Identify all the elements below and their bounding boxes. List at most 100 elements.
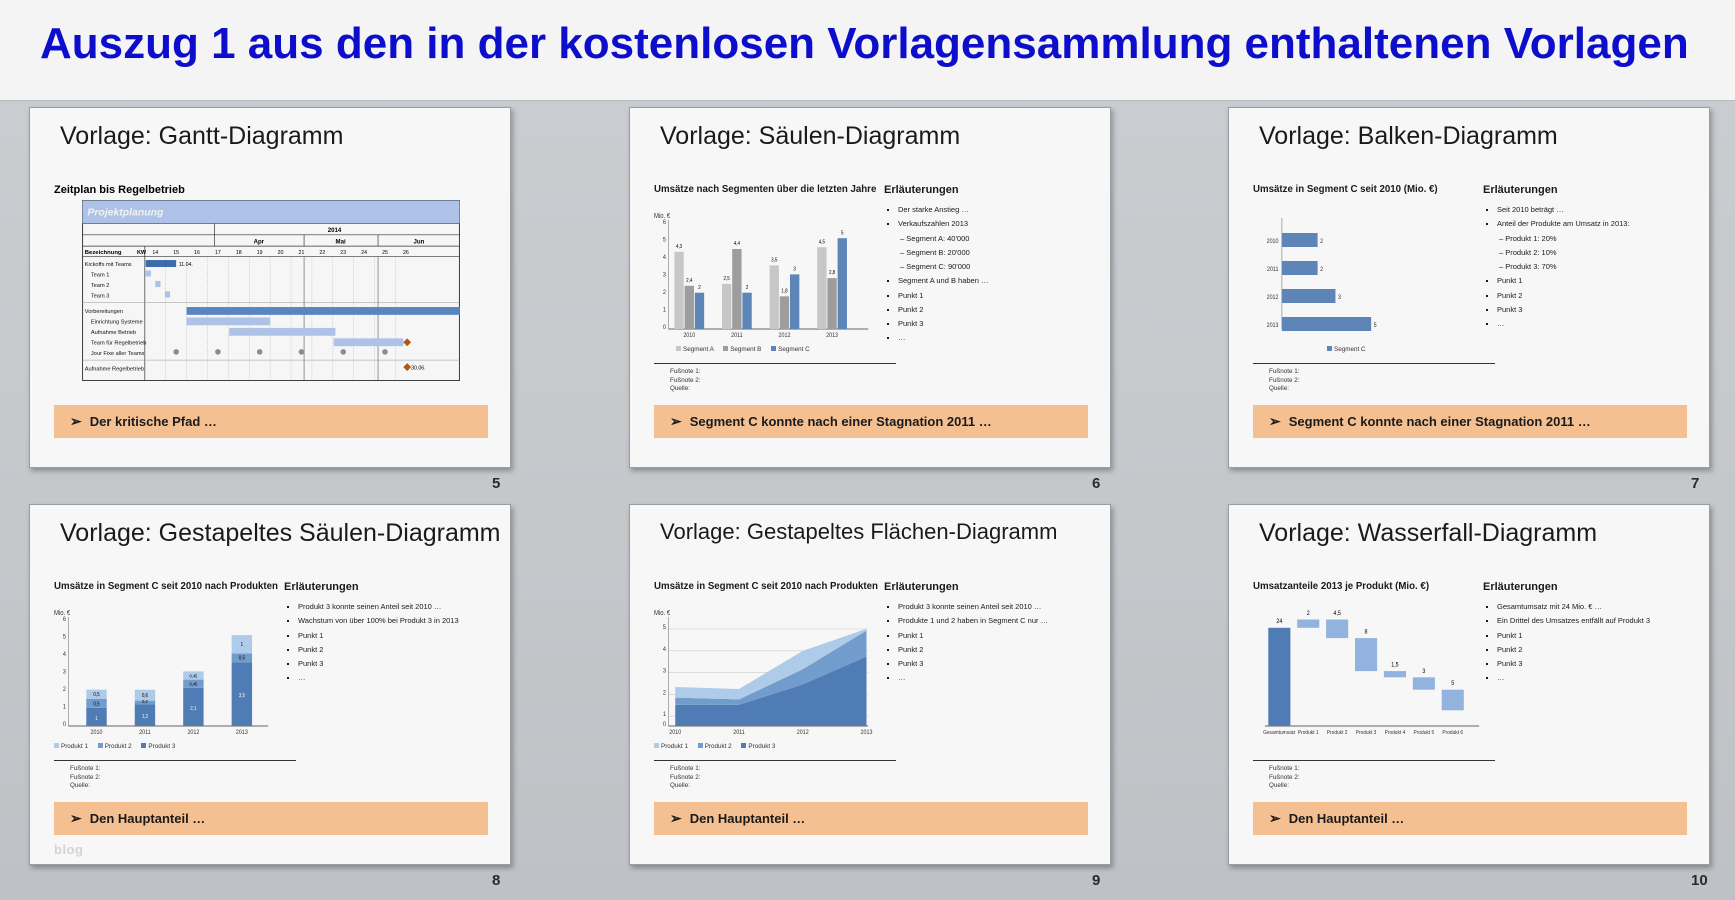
svg-text:2012: 2012 [797,730,809,736]
svg-text:2011: 2011 [731,333,742,339]
svg-text:1,5: 1,5 [1391,662,1398,668]
svg-text:2: 2 [663,690,667,696]
svg-text:Apr: Apr [254,239,265,246]
svg-text:4,5: 4,5 [1333,611,1340,617]
svg-text:KW: KW [137,250,147,256]
svg-text:2: 2 [63,687,67,693]
svg-text:0,45: 0,45 [190,673,198,678]
svg-text:Gesamtumsatz: Gesamtumsatz [1263,730,1296,736]
svg-text:2: 2 [698,285,701,291]
svg-text:5: 5 [841,230,844,236]
svg-text:4,3: 4,3 [676,244,682,250]
svg-text:2: 2 [663,290,667,296]
svg-text:14: 14 [152,250,158,256]
svg-text:Jun: Jun [414,239,425,246]
svg-text:3: 3 [793,266,796,272]
svg-text:4: 4 [663,255,667,261]
svg-text:Produkt 1: Produkt 1 [1298,730,1319,736]
svg-text:6: 6 [663,220,667,226]
svg-text:0: 0 [663,722,667,728]
svg-text:2,8: 2,8 [829,270,835,276]
svg-text:2010: 2010 [683,333,696,339]
svg-text:Projektplanung: Projektplanung [87,208,164,219]
svg-text:2012: 2012 [1267,295,1279,301]
svg-text:25: 25 [382,250,388,256]
svg-text:0,5: 0,5 [93,692,99,698]
svg-text:Aufnahme Regelbetrieb: Aufnahme Regelbetrieb [85,367,144,373]
svg-text:Mai: Mai [336,239,346,246]
svg-text:2010: 2010 [1267,239,1280,245]
svg-text:30.06.: 30.06. [411,366,426,372]
svg-text:2011: 2011 [1267,267,1278,273]
svg-text:2,4: 2,4 [686,278,692,284]
svg-text:Kickoffs mit Teams: Kickoffs mit Teams [85,262,132,268]
svg-text:11.04.: 11.04. [179,262,193,268]
svg-text:4,4: 4,4 [734,241,740,247]
svg-text:0,5: 0,5 [93,701,99,707]
svg-text:3: 3 [1338,295,1341,301]
svg-text:1: 1 [95,716,98,722]
svg-text:1: 1 [663,712,667,718]
svg-text:3,5: 3,5 [239,693,245,699]
svg-text:Mio. €: Mio. € [654,610,671,618]
svg-text:3: 3 [1422,668,1425,674]
svg-text:2010: 2010 [669,730,682,736]
svg-text:Einrichtung Systeme: Einrichtung Systeme [91,320,143,326]
svg-text:8: 8 [1365,629,1368,635]
svg-text:3: 3 [663,272,667,278]
svg-text:17: 17 [215,250,221,256]
svg-text:0,45: 0,45 [190,681,198,686]
svg-text:4: 4 [63,652,67,658]
svg-text:0: 0 [63,722,67,728]
svg-text:0,2: 0,2 [142,699,148,704]
svg-text:Produkt 5: Produkt 5 [1414,730,1435,736]
svg-text:2011: 2011 [139,730,150,736]
svg-text:2,5: 2,5 [724,276,730,282]
svg-text:0: 0 [663,325,667,331]
svg-text:2012: 2012 [779,333,791,339]
svg-text:2010: 2010 [91,730,104,736]
svg-text:2014: 2014 [328,227,342,234]
svg-text:Vorbereitungen: Vorbereitungen [85,309,123,315]
svg-text:1: 1 [241,642,244,648]
svg-text:0,5: 0,5 [239,655,245,661]
svg-text:Jour Fixe aller Teams: Jour Fixe aller Teams [91,351,145,357]
svg-text:5: 5 [663,625,667,631]
svg-text:Bezeichnung: Bezeichnung [85,250,122,256]
svg-text:Produkt 4: Produkt 4 [1385,730,1406,736]
svg-text:3: 3 [63,669,67,675]
svg-text:5: 5 [663,237,667,243]
svg-text:2: 2 [1307,611,1310,617]
svg-text:2: 2 [1320,267,1323,273]
svg-text:22: 22 [319,250,325,256]
svg-text:2,1: 2,1 [190,706,196,712]
svg-text:24: 24 [1276,619,1283,625]
svg-text:2: 2 [746,285,749,291]
svg-text:6: 6 [63,617,67,623]
svg-text:26: 26 [403,250,409,256]
svg-text:3: 3 [663,668,667,674]
svg-text:2011: 2011 [733,730,744,736]
svg-text:23: 23 [340,250,346,256]
svg-text:Team 2: Team 2 [91,283,110,289]
svg-text:18: 18 [236,250,242,256]
svg-text:2012: 2012 [187,730,199,736]
svg-text:Team 1: Team 1 [91,273,110,279]
svg-text:1: 1 [63,704,67,710]
svg-text:2013: 2013 [861,730,873,736]
svg-text:2013: 2013 [1267,323,1279,329]
svg-text:19: 19 [257,250,263,256]
svg-text:0,6: 0,6 [142,693,148,699]
svg-text:5: 5 [1451,681,1454,687]
svg-text:4,5: 4,5 [819,239,825,245]
svg-text:3,5: 3,5 [771,257,777,263]
svg-text:Team 3: Team 3 [91,293,110,299]
svg-text:2: 2 [1320,239,1323,245]
svg-text:Produkt 6: Produkt 6 [1442,730,1463,736]
svg-text:24: 24 [361,250,367,256]
svg-text:5: 5 [1374,323,1377,329]
svg-text:1,2: 1,2 [142,714,148,720]
svg-text:4: 4 [663,646,667,652]
svg-text:5: 5 [63,634,67,640]
svg-text:Produkt 3: Produkt 3 [1356,730,1377,736]
